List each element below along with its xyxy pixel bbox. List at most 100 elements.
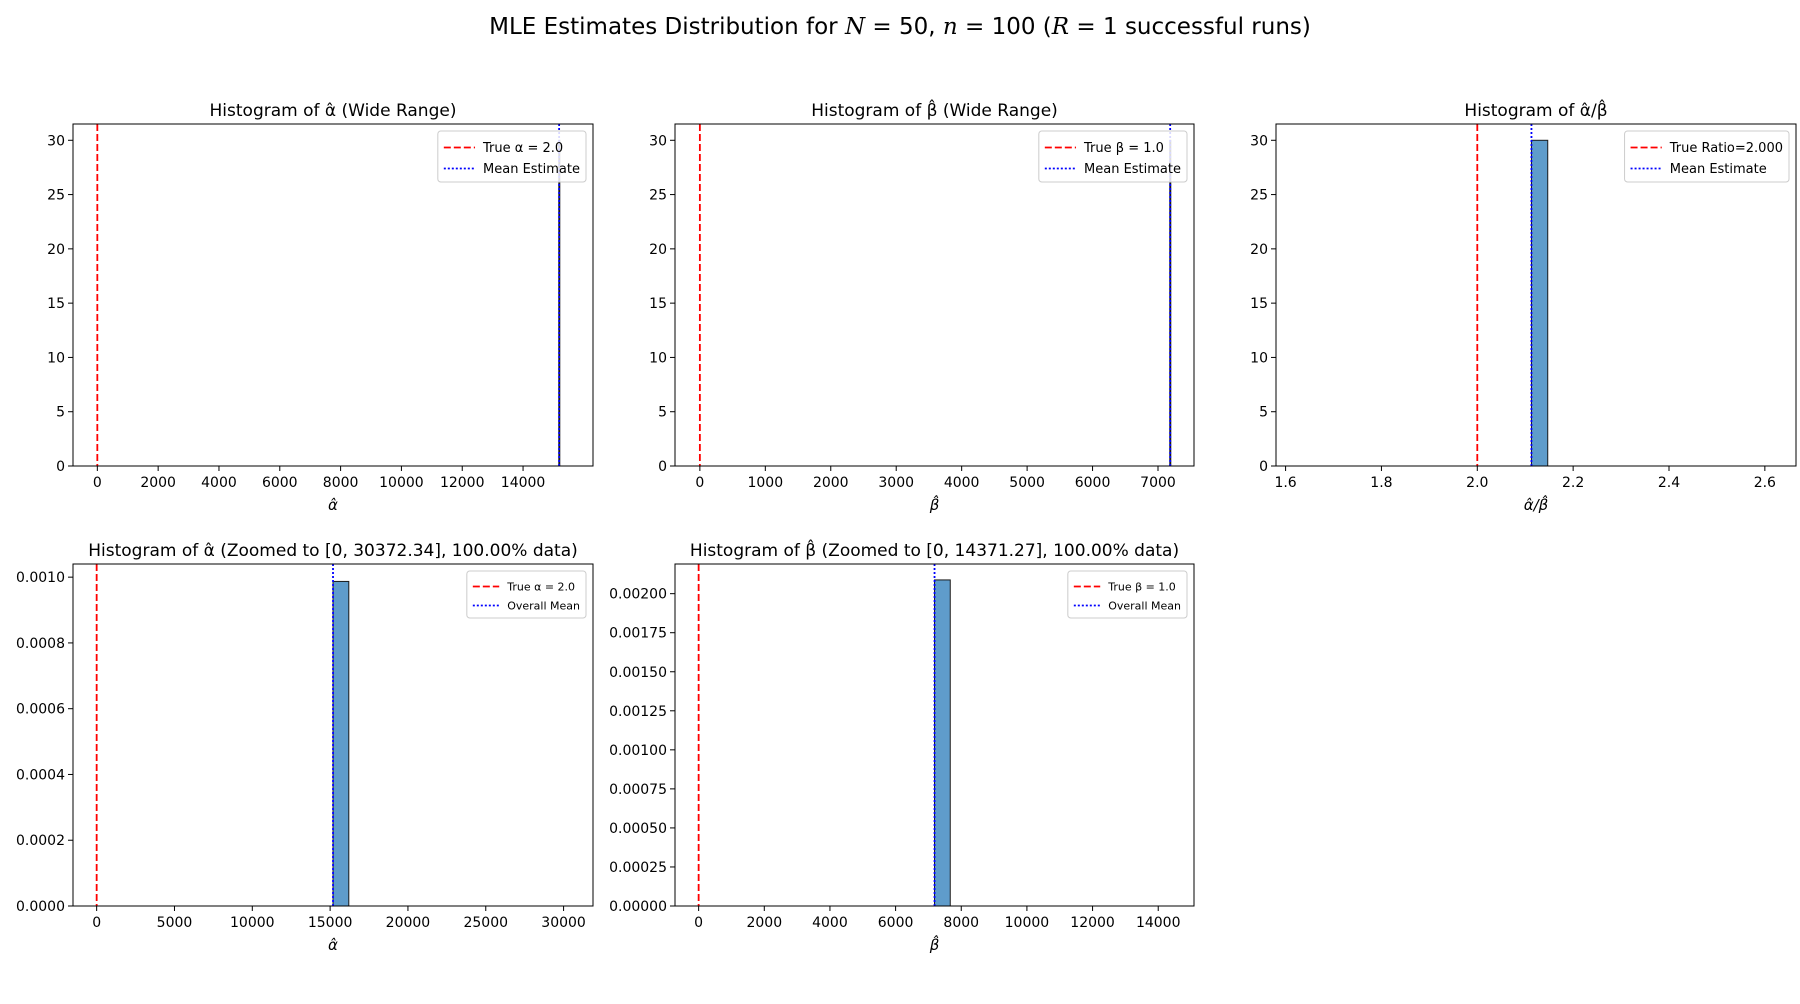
y-tick-label: 10 [47,350,65,366]
y-tick-label: 0 [1259,459,1268,475]
y-tick-label: 15 [1250,296,1268,312]
x-tick-label: 0 [93,475,102,491]
title-var-n: n [942,14,958,40]
y-tick-label: 0.00125 [609,704,667,720]
x-tick-label: 4000 [201,475,237,491]
y-tick-label: 10 [649,350,667,366]
y-tick-label: 30 [47,133,65,149]
y-tick-label: 5 [56,405,65,421]
y-tick-label: 0.00200 [609,587,667,603]
x-tick-label: 6000 [1075,475,1111,491]
x-tick-label: 15000 [308,915,353,931]
x-tick-label: 6000 [262,475,298,491]
y-tick-label: 0 [658,459,667,475]
plot-area [95,564,350,906]
x-tick-label: 2.2 [1562,475,1584,491]
title-var-R: R [1051,14,1070,40]
y-tick-label: 0.0010 [16,570,65,586]
chart-title: Histogram of α̂ (Wide Range) [210,101,457,121]
y-tick-label: 0.0006 [16,702,65,718]
x-axis-label: α̂ [328,496,338,514]
legend: True Ratio=2.000 Mean Estimate [1624,130,1790,183]
y-tick-label: 15 [47,296,65,312]
y-tick-label: 20 [1250,242,1268,258]
x-tick-label: 25000 [463,915,508,931]
x-tick-label: 0 [695,475,704,491]
y-tick-label: 0 [56,459,65,475]
legend: True α = 2.0 Overall Mean [466,570,587,619]
legend: True α = 2.0 Mean Estimate [437,130,587,183]
x-tick-label: 3000 [878,475,914,491]
axes-frame [1275,123,1797,467]
y-tick-label: 5 [658,405,667,421]
chart-ratio: 1.6 1.8 2.0 2.2 2.4 2.6 0 5 10 15 20 25 30 Histogram … [1250,98,1797,514]
x-tick-label: 12000 [1070,915,1115,931]
legend-label: Overall Mean [507,599,580,612]
chart-title: Histogram of β̂ (Wide Range) [811,98,1058,121]
chart-alpha-zoom: 0 5000 10000 15000 20000 25000 30000 0.0000 0.00… [16,541,594,954]
title-var-N: N [844,14,866,40]
histogram-bar [332,580,350,906]
plot-area [1476,124,1549,466]
y-tick-label: 0.00000 [609,899,667,915]
x-tick-label: 2.4 [1658,475,1680,491]
chart-title: Histogram of α̂ (Zoomed to [0, 30372.34]… [88,541,578,561]
legend-label: Mean Estimate [483,162,580,177]
title-text-1: MLE Estimates Distribution for [489,14,845,40]
x-tick-label: 8000 [323,475,359,491]
x-tick-label: 10000 [379,475,424,491]
chart-beta-wide: 0 1000 2000 3000 4000 5000 6000 7000 0 5 10 15 20 25 3… [649,98,1195,514]
y-tick-label: 30 [649,133,667,149]
chart-title: Histogram of β̂ (Zoomed to [0, 14371.27]… [690,538,1179,561]
y-tick-label: 25 [47,188,65,204]
y-tick-label: 5 [1259,405,1268,421]
x-tick-label: 14000 [1136,915,1181,931]
x-tick-label: 20000 [386,915,431,931]
y-tick-label: 0.00075 [609,782,667,798]
x-tick-label: 12000 [440,475,485,491]
plot-area [697,564,951,906]
y-tick-label: 0.00175 [609,626,667,642]
x-tick-label: 1.8 [1370,475,1392,491]
x-tick-label: 0 [92,915,101,931]
x-tick-label: 1.6 [1274,475,1296,491]
y-tick-label: 25 [1250,188,1268,204]
x-tick-label: 14000 [501,475,546,491]
chart-title: Histogram of α̂/β̂ [1464,98,1607,121]
x-tick-label: 2000 [813,475,849,491]
y-tick-label: 10 [1250,350,1268,366]
y-tick-label: 0.00050 [609,821,667,837]
x-axis-label: β̂ [929,494,940,514]
histogram-bar [934,579,951,906]
y-tick-label: 0.00100 [609,743,667,759]
title-text-2: = 50, [865,14,943,40]
axes-frame [674,123,1195,467]
x-tick-label: 5000 [1009,475,1045,491]
y-tick-label: 0.0000 [16,899,65,915]
axes-frame [72,563,594,907]
legend-label: True β = 1.0 [1107,580,1176,593]
x-axis-label: α̂ [328,936,338,954]
y-tick-label: 20 [47,242,65,258]
legend-label: True β = 1.0 [1083,141,1164,156]
legend-label: Overall Mean [1108,599,1181,612]
x-axis-label: β̂ [929,934,940,954]
y-tick-label: 0.0008 [16,636,65,652]
x-tick-label: 2000 [140,475,176,491]
y-tick-label: 30 [1250,133,1268,149]
x-tick-label: 4000 [812,915,848,931]
x-tick-label: 0 [694,915,703,931]
axes-frame [674,563,1195,907]
x-tick-label: 1000 [747,475,783,491]
histogram-bar [1530,139,1549,466]
x-tick-label: 5000 [157,915,193,931]
legend-label: True α = 2.0 [482,141,563,156]
legend-label: True Ratio=2.000 [1669,141,1783,156]
x-tick-label: 4000 [944,475,980,491]
x-tick-label: 10000 [1005,915,1050,931]
y-tick-label: 15 [649,296,667,312]
legend: True β = 1.0 Overall Mean [1067,570,1188,619]
x-tick-label: 30000 [541,915,586,931]
